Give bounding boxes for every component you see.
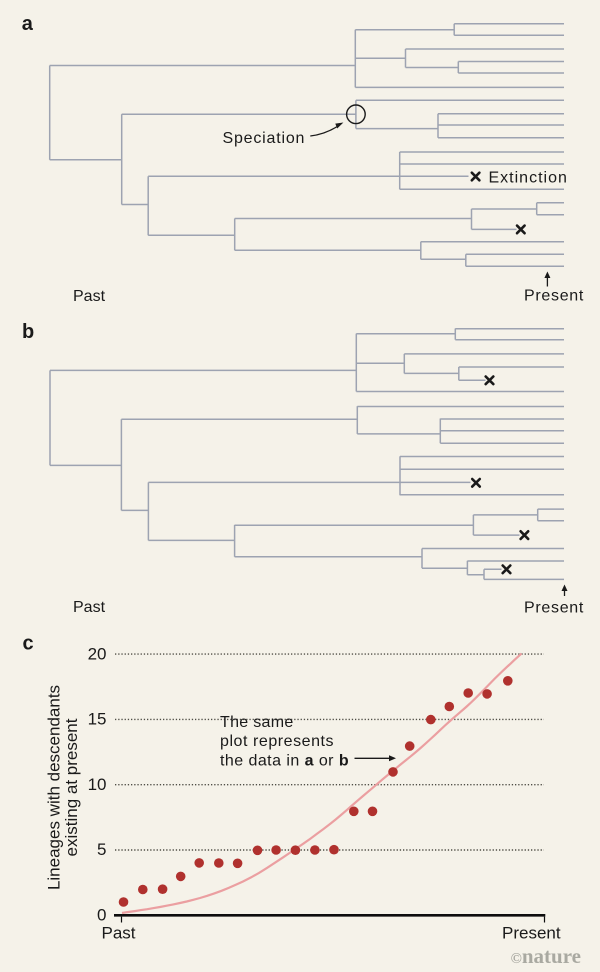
svg-text:Past: Past xyxy=(73,599,106,616)
svg-text:Past: Past xyxy=(73,288,106,305)
svg-text:0: 0 xyxy=(97,906,106,925)
svg-text:5: 5 xyxy=(97,840,106,859)
svg-text:The same: The same xyxy=(220,714,294,731)
svg-text:Present: Present xyxy=(524,600,584,617)
svg-text:a: a xyxy=(22,13,34,35)
svg-text:15: 15 xyxy=(88,710,107,729)
svg-text:20: 20 xyxy=(88,644,107,663)
svg-text:©nature: ©nature xyxy=(511,944,581,968)
svg-text:the data in a or b: the data in a or b xyxy=(220,752,349,769)
svg-text:c: c xyxy=(23,632,34,654)
svg-text:existing at present: existing at present xyxy=(62,718,81,856)
svg-text:plot represents: plot represents xyxy=(220,733,334,750)
svg-text:10: 10 xyxy=(88,775,107,794)
svg-text:Lineages with descendants: Lineages with descendants xyxy=(44,685,63,890)
svg-text:Speciation: Speciation xyxy=(223,130,306,147)
svg-text:Present: Present xyxy=(502,924,561,943)
svg-text:b: b xyxy=(22,321,34,343)
svg-text:Extinction: Extinction xyxy=(489,169,568,186)
svg-text:Present: Present xyxy=(524,288,584,305)
svg-text:Past: Past xyxy=(102,924,136,943)
